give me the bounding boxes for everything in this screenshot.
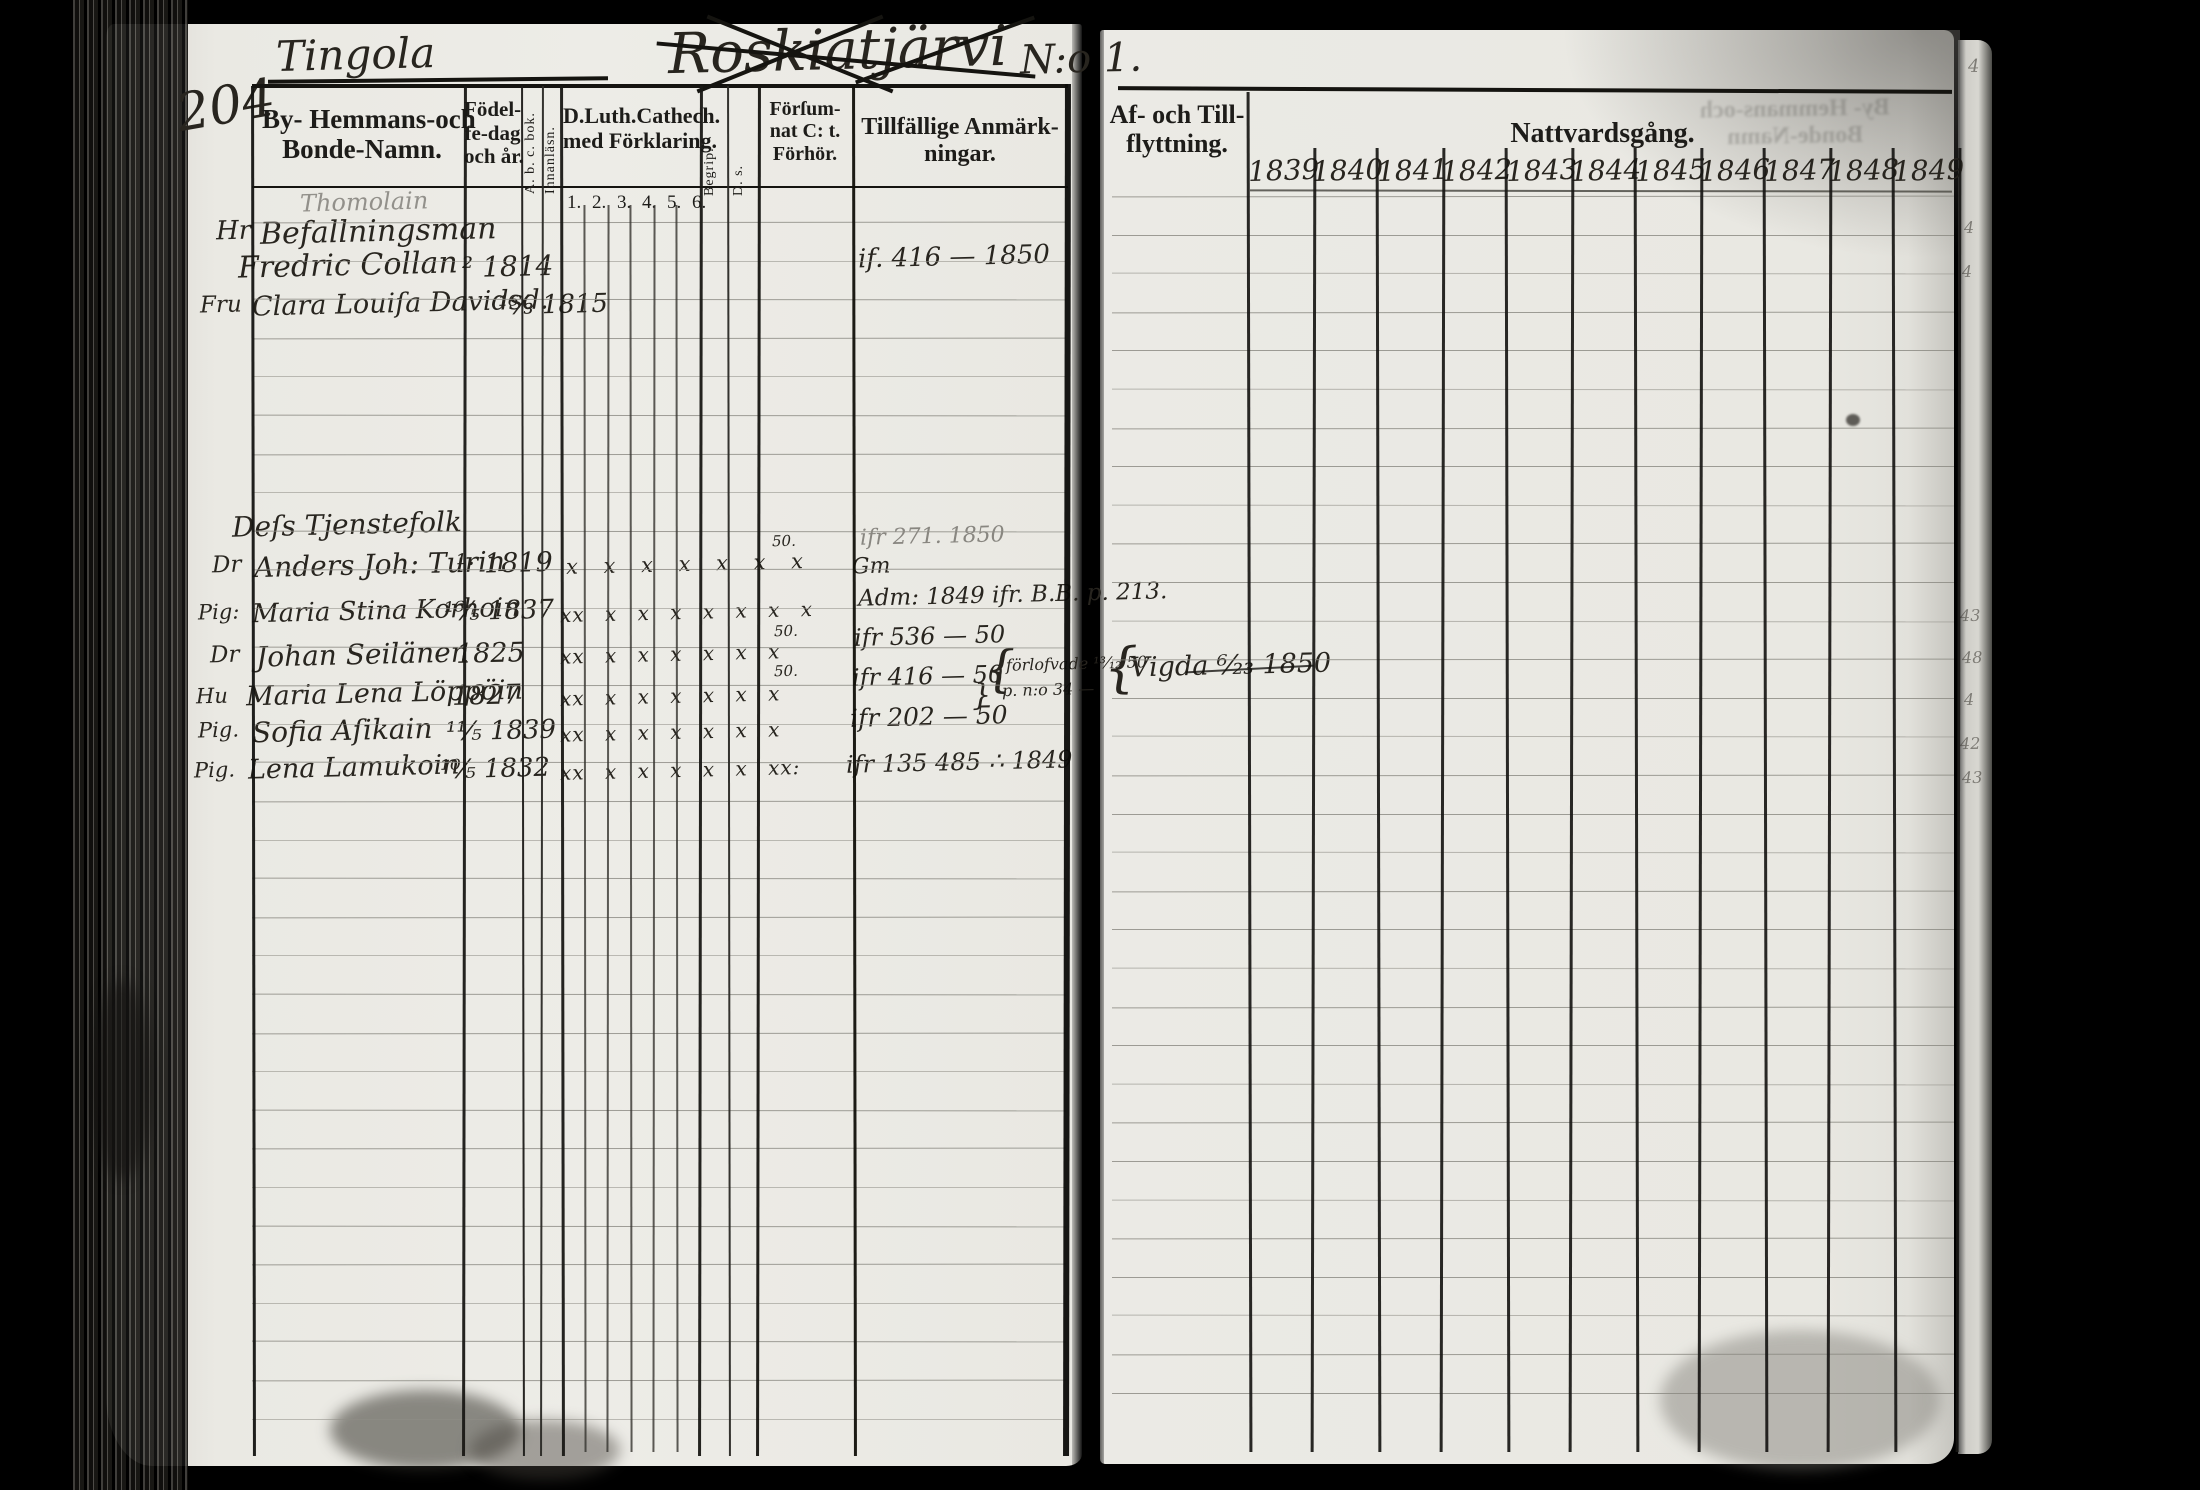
entry-prefix: Hu — [195, 683, 229, 709]
col-header-birth: Födel- fe-dag och år. — [464, 97, 524, 169]
edge-mark: 43 — [1961, 767, 1983, 788]
year-label: 1845 — [1634, 152, 1707, 189]
year-label: 1842 — [1440, 152, 1514, 189]
grid-line — [252, 608, 1066, 609]
year-label: 1849 — [1891, 152, 1965, 189]
year-label: 1847 — [1763, 152, 1836, 189]
entry-name: Lena Lamukoin — [247, 749, 460, 786]
smudge — [92, 980, 152, 1180]
grid-line — [1112, 697, 1954, 699]
year-label: 1840 — [1311, 152, 1385, 189]
year-label: 1848 — [1827, 152, 1900, 189]
ink-spot — [1846, 414, 1860, 426]
grid-line — [252, 1187, 1066, 1188]
grid-line — [1112, 582, 1954, 583]
grid-line — [1111, 427, 1955, 429]
edge-mark: 48 — [1961, 647, 1983, 668]
title-place: Tingola — [275, 28, 436, 81]
col-header-moving: Af- och Till- flyttning. — [1109, 100, 1245, 159]
remark-note: ifr 202 — 50 — [849, 700, 1008, 733]
smudge — [470, 1420, 620, 1480]
col-header-abc-book: A. b. c. bok. — [523, 112, 538, 194]
edge-mark: 4 — [1967, 55, 1980, 78]
entry-birthdate: ² 1814 — [461, 248, 554, 285]
bleedthrough-text: By- Hemmans-och Bonde-Namn — [1699, 94, 1890, 151]
book-spine — [70, 0, 188, 1490]
col-header-comprehension: Begrip. — [702, 147, 717, 196]
edge-mark: 4 — [1963, 217, 1975, 238]
entry-name: Johan Seilänen — [255, 635, 470, 674]
entry-birthdate: ¹⁶⁄₅ 1837 — [443, 594, 555, 628]
grid-line — [252, 839, 1066, 841]
grid-line — [252, 955, 1066, 957]
smudge — [330, 1390, 520, 1470]
grid-line — [1112, 813, 1954, 815]
grid-line — [1112, 466, 1954, 468]
remark-note: if. 416 — 1850 — [857, 239, 1051, 275]
col-header-missed: Förſum- nat C: t. Förhör. — [769, 98, 841, 165]
catechism-subcolumn-numbers: 1. 2. 3. 4. 5. 6. — [567, 192, 707, 213]
grid-line — [252, 723, 1066, 725]
remark-note: p. n:o 34 — — [1001, 678, 1095, 701]
col-header-remarks: Tillfällige Anmärk- ningar. — [861, 114, 1059, 167]
group-heading: Deſs Tjenstefolk — [231, 505, 463, 544]
entry-prefix: Hr — [215, 215, 252, 247]
entry-name: Sofia Aſikain — [251, 711, 433, 750]
year-label: 1841 — [1376, 152, 1449, 189]
entry-birthdate: 1825 — [455, 637, 526, 670]
remark-note: Gm — [851, 553, 891, 580]
edge-mark: 43 — [1959, 605, 1981, 626]
left-header-bottom-border — [252, 186, 1068, 188]
grid-line — [1112, 1045, 1954, 1047]
entry-prefix: Pig. — [197, 717, 240, 743]
col-header-reading: Innanläsn. — [543, 126, 558, 194]
entry-birthdate: 1827 — [451, 679, 522, 712]
edge-mark: 4 — [1963, 689, 1975, 710]
missed-exam-mark: 50. — [771, 531, 797, 551]
entry-name: Fredric Collan — [237, 245, 459, 286]
year-label: 1846 — [1698, 152, 1771, 189]
entry-birthdate: ¹· 1819 — [455, 546, 554, 581]
grid-line — [252, 260, 1066, 262]
remark-note: ifr 271. 1850 — [859, 522, 1005, 551]
entry-prefix: Pig. — [193, 757, 236, 783]
grid-line — [1112, 1276, 1954, 1278]
col-header-communion: Nattvardsgång. — [1510, 118, 1695, 149]
missed-exam-mark: 50. — [773, 661, 799, 681]
year-label: 1843 — [1505, 152, 1578, 189]
entry-birthdate: ¹⁰⁄₅ 1832 — [439, 752, 551, 786]
grid-line — [252, 1302, 1066, 1304]
grid-line — [1112, 350, 1954, 352]
entry-prefix: Dr — [211, 551, 242, 579]
edge-mark: 4 — [1961, 261, 1973, 282]
grid-line — [252, 1071, 1066, 1073]
col-header-catechism: D.Luth.Cathech. med Förklaring. — [563, 103, 721, 153]
grid-line — [1112, 234, 1954, 236]
entry-prefix: Fru — [199, 291, 243, 319]
right-page-paper — [1100, 30, 1954, 1464]
grid-line — [1112, 929, 1954, 931]
entry-name: Befallningsman — [259, 211, 497, 252]
col-header-names: By- Hemmans-och Bonde-Namn. — [262, 104, 476, 165]
grid-line — [1112, 1392, 1954, 1394]
underlying-page-edge — [1958, 40, 1992, 1454]
grid-line — [252, 376, 1066, 378]
entry-birthdate: ¹⁶⁄₃ 1815 — [497, 288, 609, 322]
grid-line — [252, 492, 1066, 494]
year-label: 1839 — [1247, 152, 1320, 189]
grid-line — [1112, 1161, 1954, 1162]
col-header-ds: D. s. — [731, 164, 746, 196]
left-table-top-border — [252, 84, 1068, 88]
missed-exam-mark: 50. — [773, 621, 799, 641]
smudge — [1660, 1330, 1940, 1470]
year-label: 1844 — [1569, 152, 1643, 189]
edge-mark: 42 — [1959, 733, 1981, 754]
entry-prefix: Dr — [209, 641, 240, 669]
grid-line — [252, 1418, 1066, 1420]
entry-prefix: Pig: — [197, 599, 240, 625]
title-number: N:o 1. — [1019, 34, 1143, 84]
